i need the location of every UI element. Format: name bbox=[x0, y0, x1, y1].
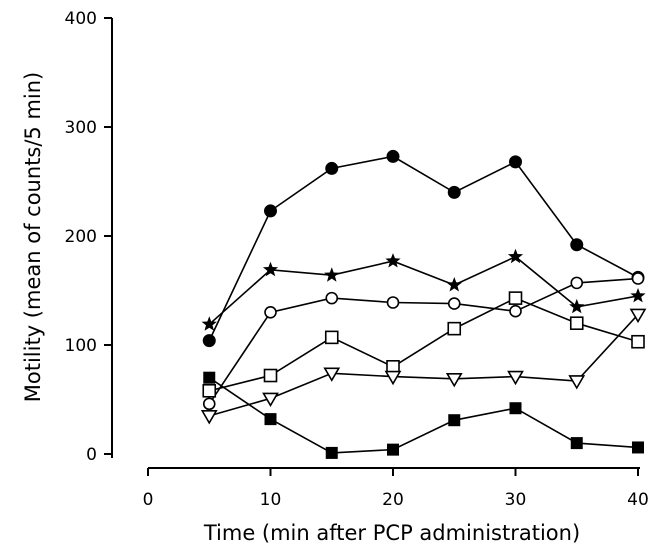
series-line-filled-circle bbox=[208, 155, 639, 341]
data-point-open-triangle-down bbox=[200, 410, 218, 425]
series-line-star bbox=[208, 255, 639, 325]
data-point-open-triangle-down bbox=[507, 370, 524, 386]
data-point-filled-square bbox=[387, 443, 399, 456]
data-point-open-triangle-down bbox=[568, 375, 586, 390]
data-point-open-square bbox=[202, 383, 217, 398]
series-line-filled-square bbox=[208, 377, 639, 454]
data-point-open-square bbox=[508, 291, 523, 305]
data-point-open-triangle-down bbox=[629, 308, 647, 324]
y-tick-label: 200 bbox=[65, 227, 97, 247]
x-tick-label: 20 bbox=[382, 490, 404, 510]
data-point-star bbox=[569, 298, 585, 314]
x-axis-title: Time (min after PCP administration) bbox=[203, 521, 580, 545]
series-line-open-square bbox=[209, 297, 639, 392]
data-point-filled-square bbox=[264, 413, 277, 426]
data-point-open-circle bbox=[631, 272, 645, 285]
data-point-filled-square bbox=[570, 437, 583, 450]
data-point-filled-square bbox=[203, 371, 216, 384]
data-point-open-circle bbox=[264, 305, 277, 319]
data-point-filled-circle bbox=[570, 238, 584, 252]
y-axis-title: Motility (mean of counts/5 min) bbox=[21, 72, 45, 402]
data-point-open-circle bbox=[202, 397, 216, 411]
data-point-open-square bbox=[569, 316, 584, 331]
data-point-open-triangle-down bbox=[323, 367, 341, 382]
data-point-star bbox=[385, 253, 401, 268]
data-point-filled-circle bbox=[325, 161, 339, 175]
y-tick-label: 300 bbox=[65, 118, 97, 138]
data-point-filled-circle bbox=[202, 334, 216, 348]
series-line-open-circle bbox=[208, 277, 639, 405]
data-point-filled-square bbox=[325, 446, 338, 459]
x-tick-label: 0 bbox=[143, 490, 154, 510]
ticks: 0 100 200 300 400 0 10 20 30 40 bbox=[65, 9, 649, 510]
data-point-open-circle bbox=[325, 291, 339, 305]
data-point-open-triangle-down bbox=[262, 392, 279, 407]
data-point-filled-circle bbox=[264, 204, 277, 218]
data-point-star bbox=[630, 288, 646, 303]
data-point-filled-square bbox=[509, 402, 522, 415]
data-point-star bbox=[201, 316, 217, 331]
x-tick-label: 40 bbox=[627, 490, 649, 510]
series-lines bbox=[208, 155, 639, 454]
x-tick-label: 30 bbox=[505, 490, 527, 510]
data-point-open-circle bbox=[570, 276, 584, 290]
axes bbox=[111, 18, 640, 469]
series-markers bbox=[200, 149, 647, 459]
data-point-filled-circle bbox=[509, 155, 522, 169]
data-point-filled-square bbox=[448, 414, 461, 427]
data-point-star bbox=[324, 267, 340, 282]
data-point-star bbox=[262, 261, 279, 277]
data-point-open-square bbox=[324, 330, 339, 345]
y-tick-label: 400 bbox=[65, 9, 97, 29]
x-tick-label: 10 bbox=[260, 490, 282, 510]
y-tick-label: 0 bbox=[86, 445, 97, 465]
data-point-star bbox=[507, 248, 524, 264]
data-point-open-triangle-down bbox=[384, 370, 402, 386]
data-point-open-square bbox=[447, 321, 462, 336]
data-point-filled-circle bbox=[447, 185, 461, 199]
data-point-open-square bbox=[263, 368, 278, 383]
y-tick-label: 100 bbox=[65, 336, 97, 356]
data-point-open-triangle-down bbox=[445, 372, 463, 388]
data-point-open-circle bbox=[386, 296, 400, 309]
data-point-filled-square bbox=[632, 441, 644, 454]
data-point-star bbox=[446, 277, 462, 292]
series-line-open-triangle-down bbox=[209, 313, 639, 417]
data-point-open-circle bbox=[447, 297, 461, 310]
data-point-open-square bbox=[631, 334, 645, 349]
data-point-filled-circle bbox=[386, 149, 400, 163]
data-point-open-circle bbox=[509, 304, 522, 318]
